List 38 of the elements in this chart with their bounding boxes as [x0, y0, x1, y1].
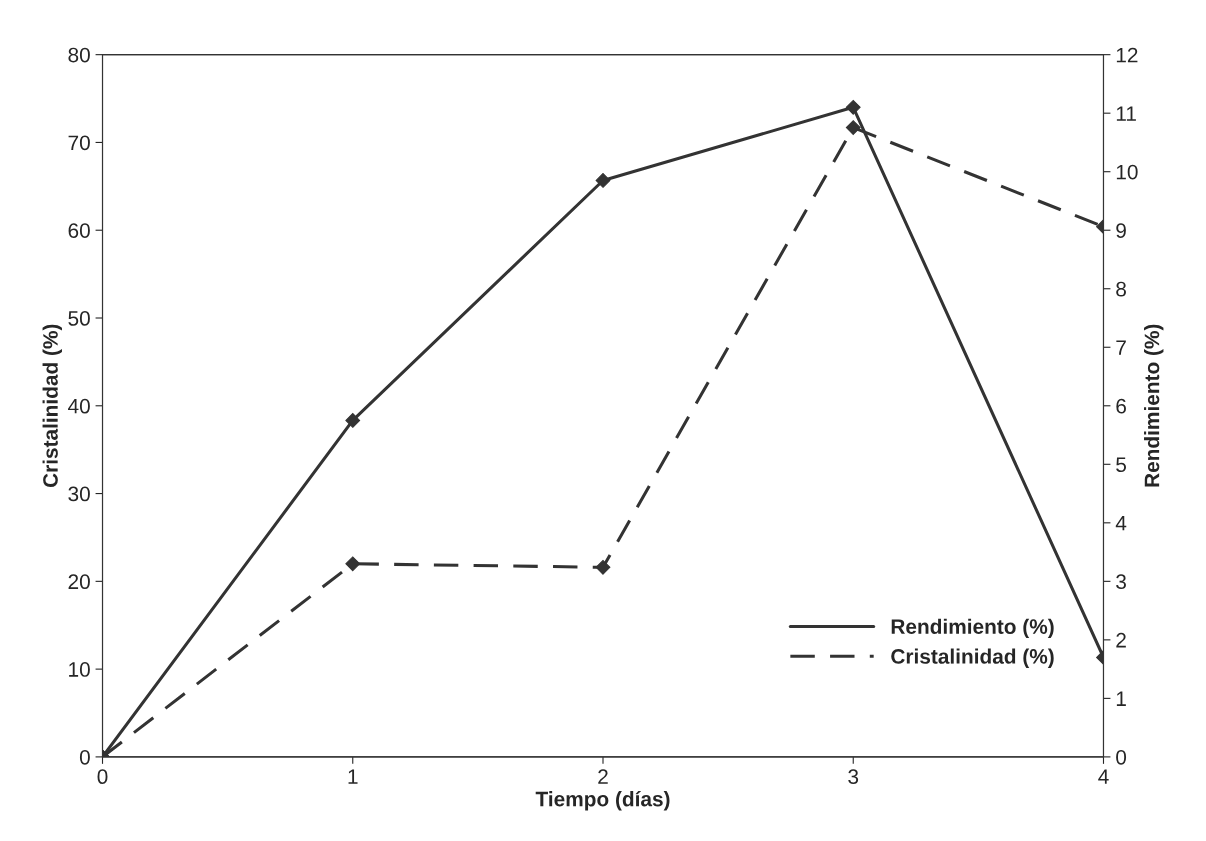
x-tick-label: 0	[97, 769, 108, 785]
y2-tick-label: 3	[1116, 574, 1126, 590]
y-tick-label: 60	[68, 223, 90, 238]
x-tick-label: 4	[1098, 769, 1109, 784]
y-tick-label: 20	[68, 574, 90, 590]
y-tick-label: 10	[69, 662, 90, 677]
y2-tick-label: 5	[1116, 457, 1127, 473]
point	[845, 120, 861, 135]
y2-tick-label: 0	[1116, 749, 1127, 765]
x-tick-label: 2	[598, 769, 608, 784]
y-tick-label: 50	[68, 311, 90, 326]
y2-tick-label: 2	[1116, 632, 1126, 648]
point	[595, 173, 611, 188]
legend-label: Rendimiento (%)	[891, 618, 1054, 639]
y-tick-label: 80	[68, 47, 90, 63]
y2-tick-label: 10	[1116, 164, 1138, 180]
y-tick-label: 30	[68, 486, 90, 502]
x-tick-label: 1	[348, 769, 358, 784]
y-tick-label: 70	[68, 135, 90, 151]
x-tick-label: 3	[848, 769, 859, 785]
legend-label: Cristalinidad (%)	[891, 648, 1054, 668]
y-tick-label: 0	[79, 749, 90, 765]
y-tick-label: 40	[68, 398, 90, 414]
point	[845, 99, 861, 115]
y2-tick-label: 6	[1116, 398, 1126, 414]
y-axis-title: Cristalinidad (%)	[42, 324, 62, 488]
y2-tick-label: 4	[1115, 516, 1127, 531]
y2-tick-label: 8	[1116, 281, 1126, 297]
point	[345, 556, 361, 572]
point	[345, 413, 361, 428]
y2-tick-label: 11	[1116, 106, 1136, 121]
y2-tick-label: 9	[1116, 223, 1126, 238]
point	[595, 559, 611, 575]
y2-tick-label: 12	[1116, 47, 1138, 63]
y2-axis-title: Rendimiento (%)	[1144, 324, 1164, 487]
y2-tick-label: 7	[1116, 340, 1126, 355]
y2-tick-label: 1	[1116, 691, 1126, 706]
x-axis-title: Tiempo (días)	[535, 790, 670, 811]
